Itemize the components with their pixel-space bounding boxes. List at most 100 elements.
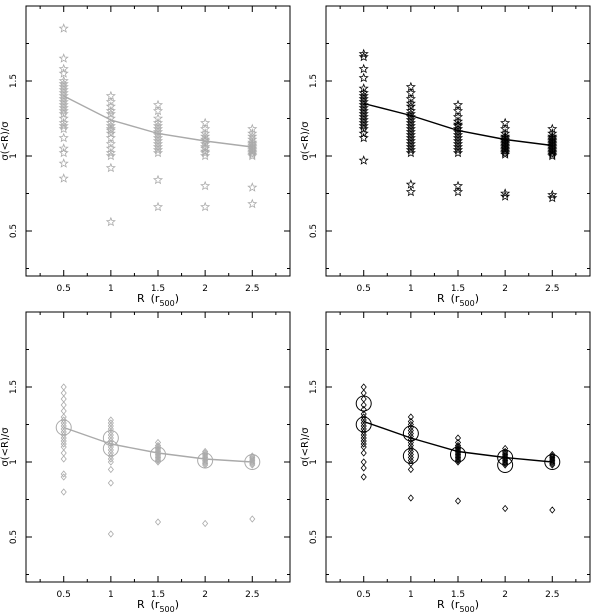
y-axis-title: σ(<R)/σ bbox=[0, 121, 11, 161]
data-point-star bbox=[200, 180, 211, 191]
x-tick-label: 1.5 bbox=[451, 284, 465, 294]
mean-curve-line bbox=[363, 420, 553, 463]
data-point-diamond bbox=[360, 473, 367, 481]
data-point-diamond bbox=[202, 458, 209, 466]
data-point-star bbox=[58, 143, 69, 153]
x-axis-title-symbol: R bbox=[437, 598, 445, 611]
data-point-diamond bbox=[60, 389, 67, 397]
highlight-circle bbox=[150, 446, 166, 463]
data-point-star bbox=[358, 123, 369, 134]
data-point-star bbox=[105, 216, 116, 227]
data-point-star bbox=[200, 123, 211, 134]
data-point-diamond bbox=[549, 506, 556, 514]
data-markers bbox=[360, 383, 556, 514]
y-tick-label: 0.5 bbox=[9, 224, 19, 238]
data-point-star bbox=[247, 198, 258, 209]
mean-curve-line bbox=[363, 102, 553, 147]
data-point-diamond bbox=[60, 488, 67, 496]
x-axis-title: R (r500) bbox=[137, 598, 179, 612]
data-point-diamond bbox=[154, 453, 162, 462]
highlight-circle bbox=[355, 416, 372, 433]
data-point-diamond bbox=[454, 434, 462, 442]
data-point-star bbox=[105, 143, 116, 153]
data-point-diamond bbox=[360, 405, 367, 414]
highlight-circle bbox=[197, 452, 214, 469]
x-tick-label: 0.5 bbox=[57, 590, 71, 600]
data-point-star bbox=[200, 138, 211, 149]
data-point-diamond bbox=[60, 395, 67, 403]
x-tick-label: 1.5 bbox=[451, 590, 465, 600]
data-point-diamond bbox=[549, 458, 556, 466]
chart-panel-top-left: 0.5 1 1.5 2 2.5 0.5 1 1.5 σ(<R)/σ R (r500) bbox=[0, 5, 291, 308]
data-point-star bbox=[405, 144, 416, 155]
data-point-star bbox=[105, 120, 116, 131]
x-axis-title: R (r500) bbox=[437, 292, 479, 308]
highlight-circle bbox=[102, 440, 119, 457]
data-point-star bbox=[547, 147, 558, 158]
data-point-diamond bbox=[360, 389, 367, 397]
data-point-star bbox=[200, 201, 211, 212]
data-point-star bbox=[547, 150, 558, 161]
data-point-diamond bbox=[549, 461, 556, 469]
highlight-circle bbox=[497, 449, 514, 466]
chart-panel-bottom-right: 0.5 1 1.5 2 2.5 0.5 1 1.5 σ(<R)/σ R (r500) bbox=[300, 311, 591, 612]
data-point-diamond bbox=[107, 458, 114, 466]
data-point-star bbox=[500, 123, 511, 134]
data-point-star bbox=[58, 63, 69, 74]
x-tick-label: 2 bbox=[202, 590, 208, 600]
x-tick-label: 2.5 bbox=[245, 590, 259, 600]
data-point-star bbox=[58, 123, 69, 134]
data-point-diamond bbox=[202, 459, 209, 468]
mean-curve-line bbox=[63, 95, 253, 148]
data-point-diamond bbox=[249, 461, 256, 469]
data-point-diamond bbox=[502, 459, 509, 468]
data-point-diamond bbox=[202, 519, 209, 528]
data-point-star bbox=[58, 113, 69, 123]
data-point-star bbox=[452, 119, 464, 129]
data-point-star bbox=[547, 189, 558, 200]
data-point-star bbox=[500, 146, 511, 156]
x-axis-title-symbol: R bbox=[137, 598, 145, 611]
data-point-star bbox=[547, 149, 558, 159]
data-point-star bbox=[358, 83, 369, 93]
x-tick-label: 2.5 bbox=[545, 590, 559, 600]
x-tick-label: 0.5 bbox=[57, 284, 71, 294]
data-point-star bbox=[105, 96, 116, 107]
data-point-diamond bbox=[407, 465, 414, 474]
data-point-star bbox=[547, 146, 558, 156]
data-point-diamond bbox=[407, 494, 414, 502]
data-point-diamond bbox=[454, 456, 462, 465]
data-markers bbox=[58, 23, 258, 227]
highlight-circle bbox=[244, 454, 261, 470]
x-axis-title-close: ) bbox=[475, 292, 479, 305]
mean-curve-line bbox=[63, 426, 253, 463]
x-axis-title-unit: (r bbox=[151, 292, 160, 305]
data-point-diamond bbox=[502, 456, 509, 465]
data-point-star bbox=[58, 158, 69, 168]
data-point-diamond bbox=[249, 515, 256, 523]
x-axis-title-symbol: R bbox=[437, 292, 445, 305]
data-point-diamond bbox=[107, 479, 114, 487]
y-tick-label: 1 bbox=[309, 153, 319, 159]
data-point-star bbox=[200, 143, 211, 153]
data-point-star bbox=[200, 146, 211, 156]
x-tick-label: 1 bbox=[408, 590, 414, 600]
data-point-star bbox=[58, 105, 69, 116]
y-axis-title: σ(<R)/σ bbox=[300, 121, 311, 161]
y-axis-title: σ(<R)/σ bbox=[0, 427, 11, 467]
data-point-star bbox=[452, 116, 464, 126]
data-point-diamond bbox=[154, 458, 162, 466]
data-point-diamond bbox=[502, 504, 509, 513]
data-point-star bbox=[58, 68, 69, 78]
data-point-diamond bbox=[107, 455, 114, 463]
data-point-diamond bbox=[360, 458, 367, 466]
data-point-star bbox=[152, 113, 164, 123]
highlight-circle bbox=[102, 430, 119, 446]
x-axis-title-unit: (r bbox=[451, 292, 460, 305]
data-point-star bbox=[500, 191, 511, 201]
highlight-circle bbox=[402, 448, 419, 464]
data-point-star bbox=[58, 132, 69, 143]
data-point-diamond bbox=[60, 455, 67, 463]
data-point-star bbox=[58, 53, 69, 63]
